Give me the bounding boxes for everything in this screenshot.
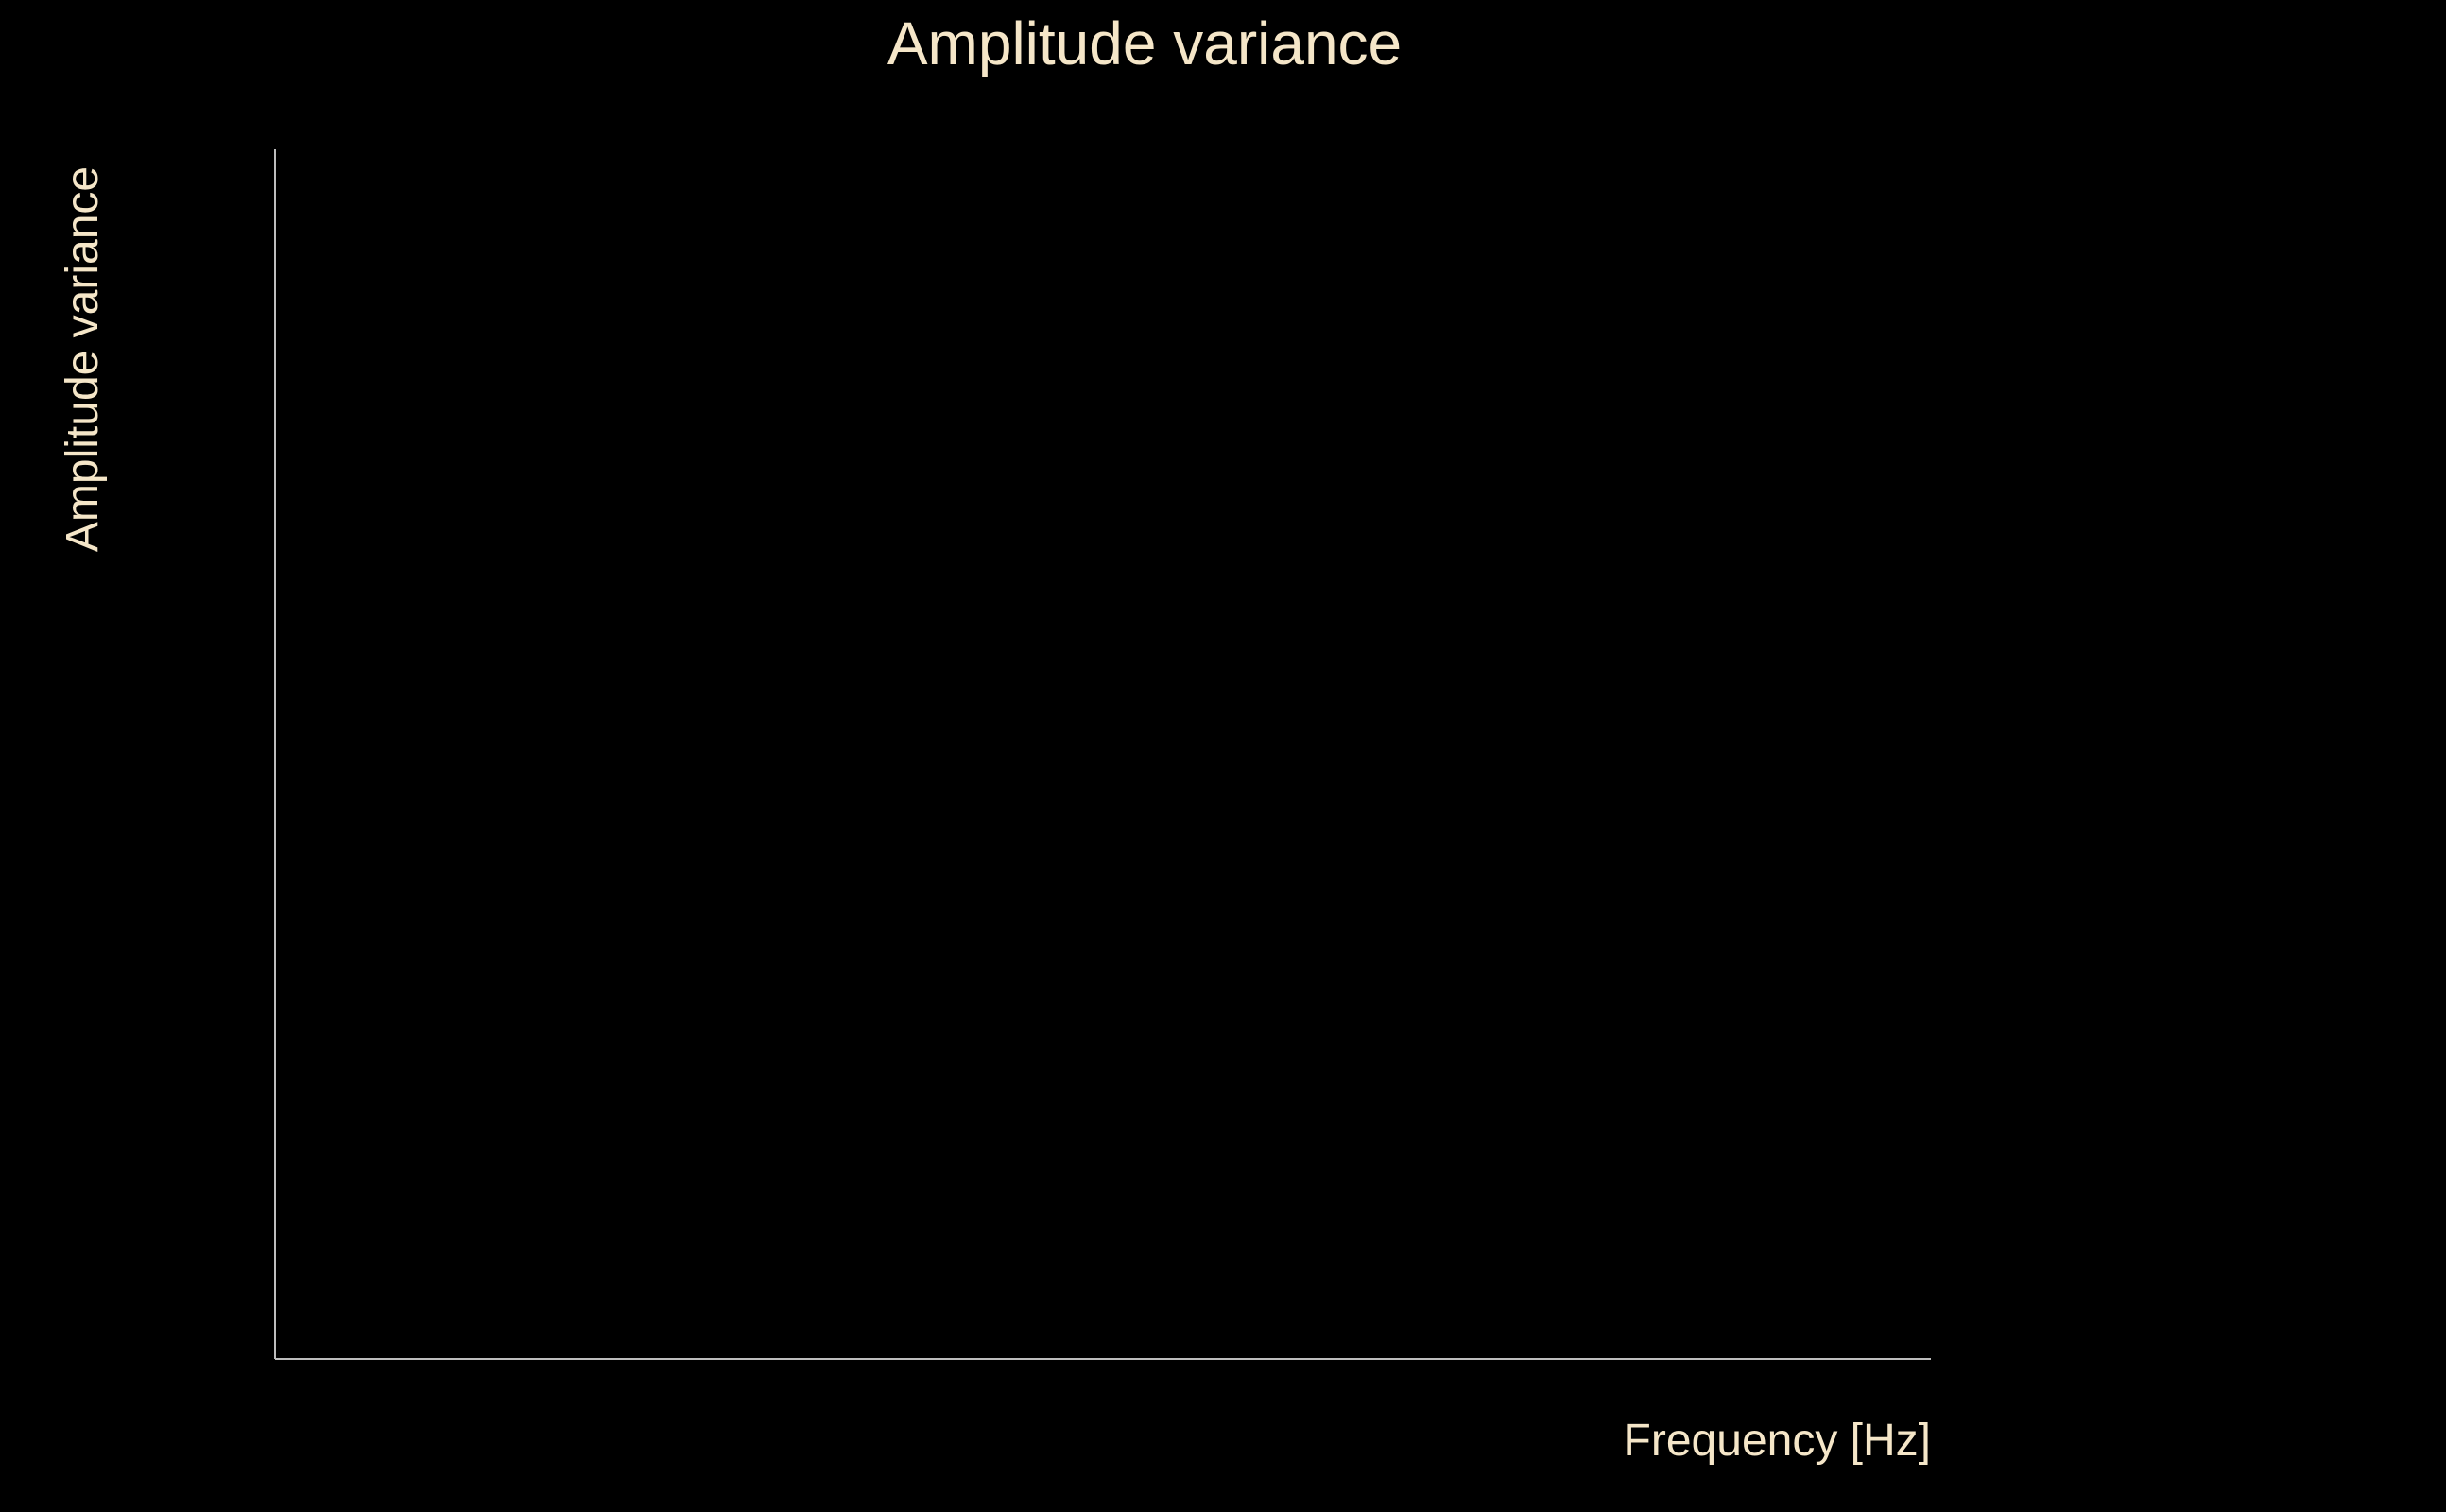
x-axis-label: Frequency [Hz]: [1624, 1416, 1931, 1466]
axes: [274, 149, 1931, 1360]
chart-title: Amplitude variance: [887, 9, 1402, 77]
y-axis-label: Amplitude variance: [58, 166, 108, 552]
